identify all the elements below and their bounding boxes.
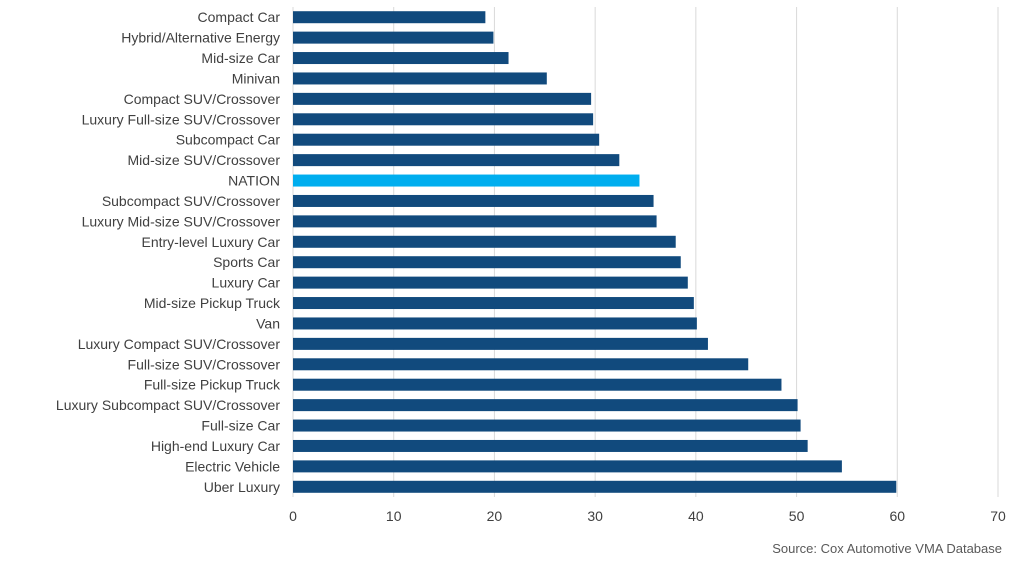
bar xyxy=(293,378,782,391)
bar xyxy=(293,460,842,473)
bar xyxy=(293,337,708,350)
x-tick-label: 40 xyxy=(688,508,704,524)
x-tick-label: 10 xyxy=(386,508,402,524)
category-label: Van xyxy=(256,315,280,331)
category-label: Mid-size Car xyxy=(201,50,280,66)
source-note: Source: Cox Automotive VMA Database xyxy=(772,541,1002,556)
category-label: Subcompact SUV/Crossover xyxy=(102,193,281,209)
bar xyxy=(293,439,808,452)
bar xyxy=(293,419,801,432)
category-label: Luxury Subcompact SUV/Crossover xyxy=(56,397,280,413)
bar xyxy=(293,72,547,85)
category-label: Mid-size SUV/Crossover xyxy=(128,152,281,168)
bar xyxy=(293,399,798,412)
category-label: NATION xyxy=(228,173,280,189)
category-label: Entry-level Luxury Car xyxy=(142,234,281,250)
bar xyxy=(293,480,897,493)
bar xyxy=(293,215,657,228)
bar xyxy=(293,174,640,187)
bar xyxy=(293,31,494,44)
category-label: Full-size SUV/Crossover xyxy=(128,356,281,372)
category-label: Luxury Car xyxy=(212,275,281,291)
bar xyxy=(293,92,592,105)
bar xyxy=(293,133,600,146)
category-label: Luxury Full-size SUV/Crossover xyxy=(82,111,281,127)
category-label: Electric Vehicle xyxy=(185,458,280,474)
category-label: Compact SUV/Crossover xyxy=(124,91,281,107)
category-label: Mid-size Pickup Truck xyxy=(144,295,281,311)
category-label: Uber Luxury xyxy=(204,479,280,495)
category-label: Luxury Compact SUV/Crossover xyxy=(78,336,281,352)
bar xyxy=(293,297,694,310)
bar xyxy=(293,358,749,371)
x-tick-labels: 0 10 20 30 40 50 60 70 xyxy=(289,508,1006,524)
x-tick-label: 50 xyxy=(789,508,805,524)
x-tick-label: 70 xyxy=(990,508,1006,524)
gridlines xyxy=(292,7,999,497)
x-tick-label: 60 xyxy=(889,508,905,524)
bar xyxy=(293,11,486,24)
bar xyxy=(293,52,509,65)
category-label: Subcompact Car xyxy=(176,132,281,148)
category-label: Minivan xyxy=(232,70,280,86)
category-label: Hybrid/Alternative Energy xyxy=(121,30,280,46)
category-label: Sports Car xyxy=(213,254,280,270)
x-tick-label: 30 xyxy=(587,508,603,524)
bar xyxy=(293,113,594,126)
bar xyxy=(293,317,697,330)
bar xyxy=(293,194,654,207)
bar xyxy=(293,154,620,167)
bar xyxy=(293,235,676,248)
category-label: High-end Luxury Car xyxy=(151,438,281,454)
category-label: Full-size Car xyxy=(201,418,280,434)
bar xyxy=(293,256,681,269)
bar xyxy=(293,276,688,289)
x-tick-label: 0 xyxy=(289,508,297,524)
category-labels: Compact Car Hybrid/Alternative Energy Mid-… xyxy=(56,9,281,495)
category-label: Full-size Pickup Truck xyxy=(144,377,281,393)
category-label: Compact Car xyxy=(198,9,281,25)
bars xyxy=(293,11,897,493)
category-label: Luxury Mid-size SUV/Crossover xyxy=(82,213,281,229)
x-tick-label: 20 xyxy=(487,508,503,524)
